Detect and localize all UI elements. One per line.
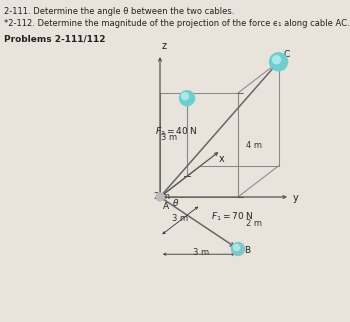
Text: $\theta$: $\theta$ [172,196,179,207]
Text: $F_2 = 40$ N: $F_2 = 40$ N [155,125,197,137]
Circle shape [180,91,195,106]
Circle shape [270,53,288,71]
Text: A: A [163,202,169,211]
Text: 2-111. Determine the angle θ between the two cables.: 2-111. Determine the angle θ between the… [4,7,234,16]
Circle shape [182,93,189,100]
Text: Problems 2-111/112: Problems 2-111/112 [4,34,105,43]
Text: 3 m: 3 m [172,214,188,223]
Circle shape [233,244,239,251]
Text: y: y [293,193,299,203]
Text: $F_1 = 70$ N: $F_1 = 70$ N [211,211,254,223]
Text: 3 m: 3 m [193,248,209,257]
Text: 4 m: 4 m [246,140,262,149]
Circle shape [231,242,245,255]
Text: *2-112. Determine the magnitude of the projection of the force ϵ₁ along cable AC: *2-112. Determine the magnitude of the p… [4,19,350,28]
Text: z: z [162,41,167,51]
Text: B: B [244,245,250,254]
Circle shape [156,193,164,201]
Text: 2 m: 2 m [154,192,169,201]
Circle shape [273,56,281,64]
Text: 2 m: 2 m [246,219,262,228]
Text: x: x [219,154,225,164]
Text: C: C [284,50,290,59]
Text: 3 m: 3 m [161,133,177,142]
